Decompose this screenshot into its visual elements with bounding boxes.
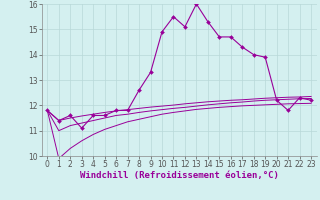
X-axis label: Windchill (Refroidissement éolien,°C): Windchill (Refroidissement éolien,°C) xyxy=(80,171,279,180)
